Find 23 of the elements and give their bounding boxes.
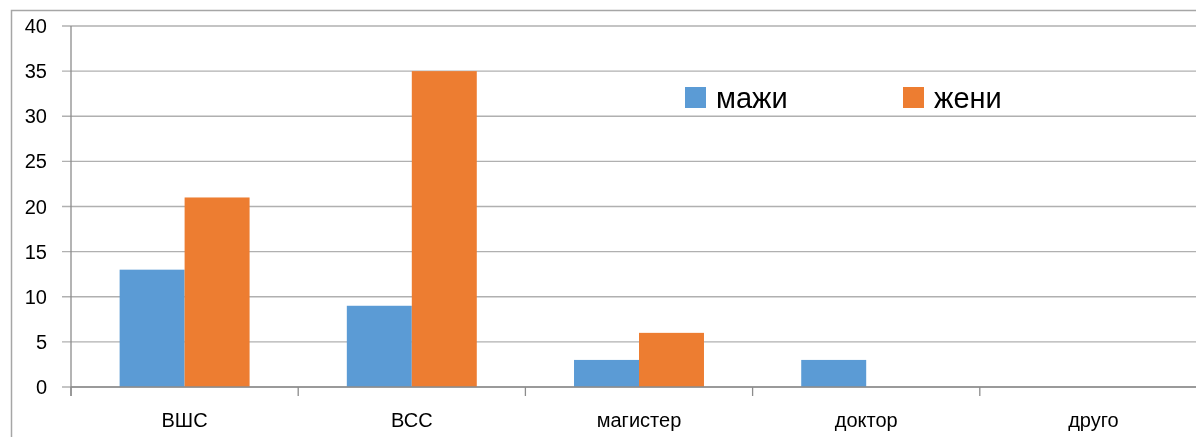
bar [574,359,639,387]
legend-label: жени [934,81,1002,114]
x-tick-label: доктор [834,409,898,431]
x-tick-label: ВСС [391,409,433,431]
bar [346,305,412,387]
y-tick-label: 0 [35,376,47,398]
y-tick-label: 30 [24,105,47,128]
y-tick-label: 15 [24,240,47,263]
x-tick-label: магистер [596,409,682,431]
bar [639,332,704,387]
bar [801,359,867,387]
y-tick-label: 25 [24,150,47,173]
y-tick-label: 20 [24,195,47,218]
bar [411,71,477,387]
y-tick-label: 35 [24,60,47,83]
y-tick-label: 40 [24,15,47,37]
legend-label: мажи [716,81,788,114]
y-tick-label: 5 [35,330,47,353]
x-tick-label: друго [1068,409,1119,431]
x-tick-label: ВШС [161,409,208,431]
y-tick-label: 10 [24,285,47,308]
bar [119,269,185,387]
bar [184,197,250,387]
